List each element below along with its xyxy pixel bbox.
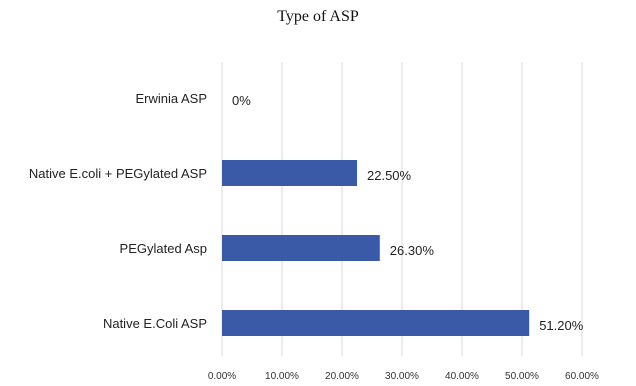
value-label: 0% bbox=[232, 93, 251, 108]
bar bbox=[222, 160, 357, 186]
value-label: 22.50% bbox=[367, 168, 412, 183]
chart-title: Type of ASP bbox=[277, 8, 359, 25]
value-label: 26.30% bbox=[390, 243, 435, 258]
x-tick-label: 10.00% bbox=[265, 371, 299, 382]
x-tick-label: 60.00% bbox=[565, 371, 599, 382]
category-label: Native E.Coli ASP bbox=[103, 316, 207, 331]
x-tick-label: 0.00% bbox=[208, 371, 236, 382]
bars bbox=[222, 160, 530, 336]
category-label: Native E.coli + PEGylated ASP bbox=[29, 166, 207, 181]
x-tick-label: 40.00% bbox=[445, 371, 479, 382]
value-label: 51.20% bbox=[539, 318, 584, 333]
x-axis-ticks: 0.00% 10.00% 20.00% 30.00% 40.00% 50.00% 60.00… bbox=[208, 371, 599, 382]
category-labels: Erwinia ASP Native E.coli + PEGylated ASP… bbox=[29, 91, 207, 331]
grid-lines bbox=[221, 62, 583, 356]
bar bbox=[222, 235, 380, 261]
x-tick-label: 20.00% bbox=[325, 371, 359, 382]
category-label: PEGylated Asp bbox=[120, 241, 207, 256]
value-labels: 0% 22.50% 26.30% 51.20% bbox=[232, 93, 584, 333]
x-tick-label: 30.00% bbox=[385, 371, 419, 382]
category-label: Erwinia ASP bbox=[135, 91, 207, 106]
bar bbox=[222, 310, 530, 336]
x-tick-label: 50.00% bbox=[505, 371, 539, 382]
